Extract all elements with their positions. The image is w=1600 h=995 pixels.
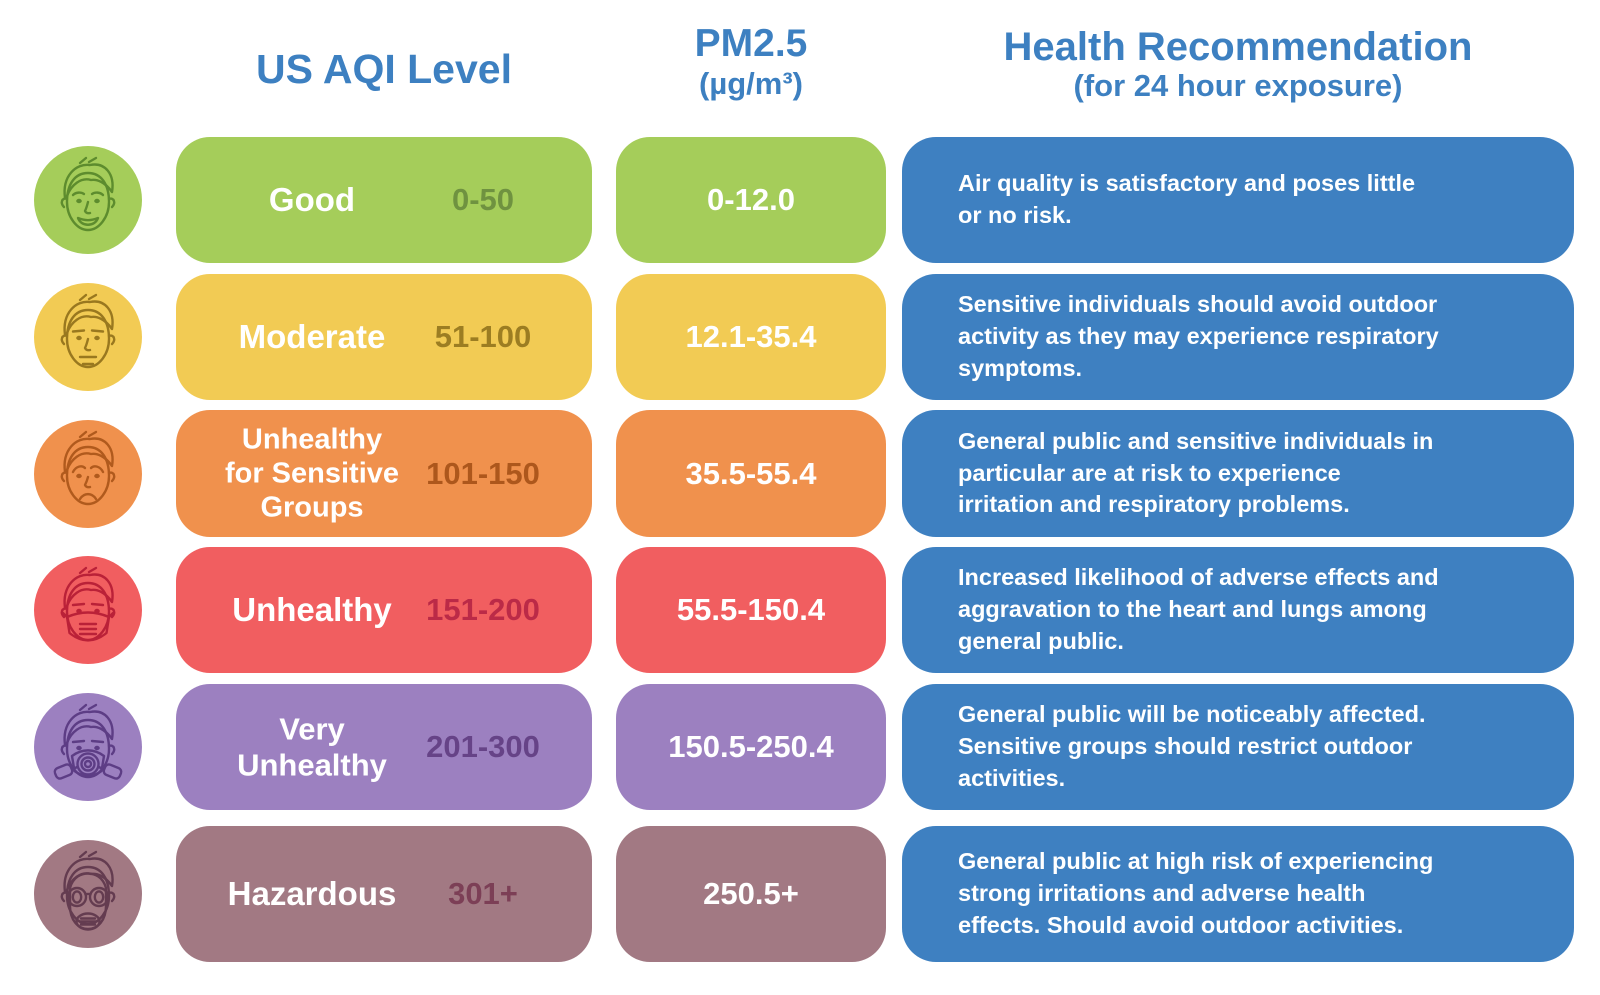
aqi-range-value: 201-300 [426, 729, 540, 764]
health-header-sub: (for 24 hour exposure) [1073, 68, 1403, 103]
pm25-pill: 12.1-35.4 [616, 274, 886, 400]
pm25-pill: 250.5+ [616, 826, 886, 962]
pm25-column-header: PM2.5 (µg/m³) [616, 22, 886, 101]
table-row: Unhealthy for Sensitive Groups 101-150 3… [0, 410, 1600, 537]
health-pill: General public at high risk of experienc… [902, 826, 1574, 962]
aqi-level-pill: Very Unhealthy 201-300 [176, 684, 592, 810]
health-text: Air quality is satisfactory and poses li… [958, 170, 1416, 228]
health-header-title: Health Recommendation [1003, 25, 1473, 69]
table-row: Very Unhealthy 201-300 150.5-250.4 Gener… [0, 684, 1600, 810]
smiling-face-icon [34, 146, 142, 254]
respirator-face-icon [34, 693, 142, 801]
pm25-pill: 55.5-150.4 [616, 547, 886, 673]
pm25-header-title: PM2.5 [694, 22, 808, 65]
aqi-level-pill: Unhealthy for Sensitive Groups 101-150 [176, 410, 592, 537]
aqi-range-value: 0-50 [451, 182, 515, 217]
aqi-level-label: Unhealthy [232, 591, 392, 629]
pm25-header-unit: (µg/m³) [699, 65, 803, 101]
health-text: General public at high risk of experienc… [958, 848, 1434, 938]
health-pill: Sensitive individuals should avoid outdo… [902, 274, 1574, 400]
health-column-header: Health Recommendation (for 24 hour expos… [902, 26, 1574, 103]
aqi-column-header: US AQI Level [256, 46, 512, 92]
health-text: General public will be noticeably affect… [958, 701, 1426, 791]
table-row: Unhealthy 151-200 55.5-150.4 Increased l… [0, 547, 1600, 673]
aqi-range-value: 101-150 [426, 455, 540, 491]
table-row: Good 0-50 0-12.0 Air quality is satisfac… [0, 137, 1600, 263]
aqi-level-pill: Moderate 51-100 [176, 274, 592, 400]
aqi-level-label: Good [268, 181, 356, 219]
table-row: Moderate 51-100 12.1-35.4 Sensitive indi… [0, 274, 1600, 400]
aqi-level-label: Unhealthy for Sensitive Groups [224, 423, 400, 524]
aqi-level-pill: Hazardous 301+ [176, 826, 592, 962]
aqi-level-pill: Good 0-50 [176, 137, 592, 263]
pm25-pill: 150.5-250.4 [616, 684, 886, 810]
pm25-pill: 0-12.0 [616, 137, 886, 263]
health-pill: Increased likelihood of adverse effects … [902, 547, 1574, 673]
health-pill: General public and sensitive individuals… [902, 410, 1574, 537]
gas-mask-face-icon [34, 840, 142, 948]
health-text: General public and sensitive individuals… [958, 427, 1434, 518]
aqi-range-value: 301+ [448, 876, 518, 911]
health-text: Increased likelihood of adverse effects … [958, 564, 1439, 654]
health-text: Sensitive individuals should avoid outdo… [958, 291, 1439, 381]
aqi-range-value: 151-200 [426, 592, 540, 627]
aqi-level-label: Hazardous [227, 875, 397, 913]
aqi-level-label: Moderate [238, 318, 386, 356]
aqi-level-label: Very Unhealthy [237, 711, 387, 782]
table-row: Hazardous 301+ 250.5+ General public at … [0, 826, 1600, 962]
neutral-face-icon [34, 283, 142, 391]
worried-face-icon [34, 419, 142, 528]
health-pill: Air quality is satisfactory and poses li… [902, 137, 1574, 263]
aqi-range-value: 51-100 [434, 319, 532, 354]
pm25-pill: 35.5-55.4 [616, 410, 886, 537]
health-pill: General public will be noticeably affect… [902, 684, 1574, 810]
aqi-level-pill: Unhealthy 151-200 [176, 547, 592, 673]
masked-face-icon [34, 556, 142, 664]
